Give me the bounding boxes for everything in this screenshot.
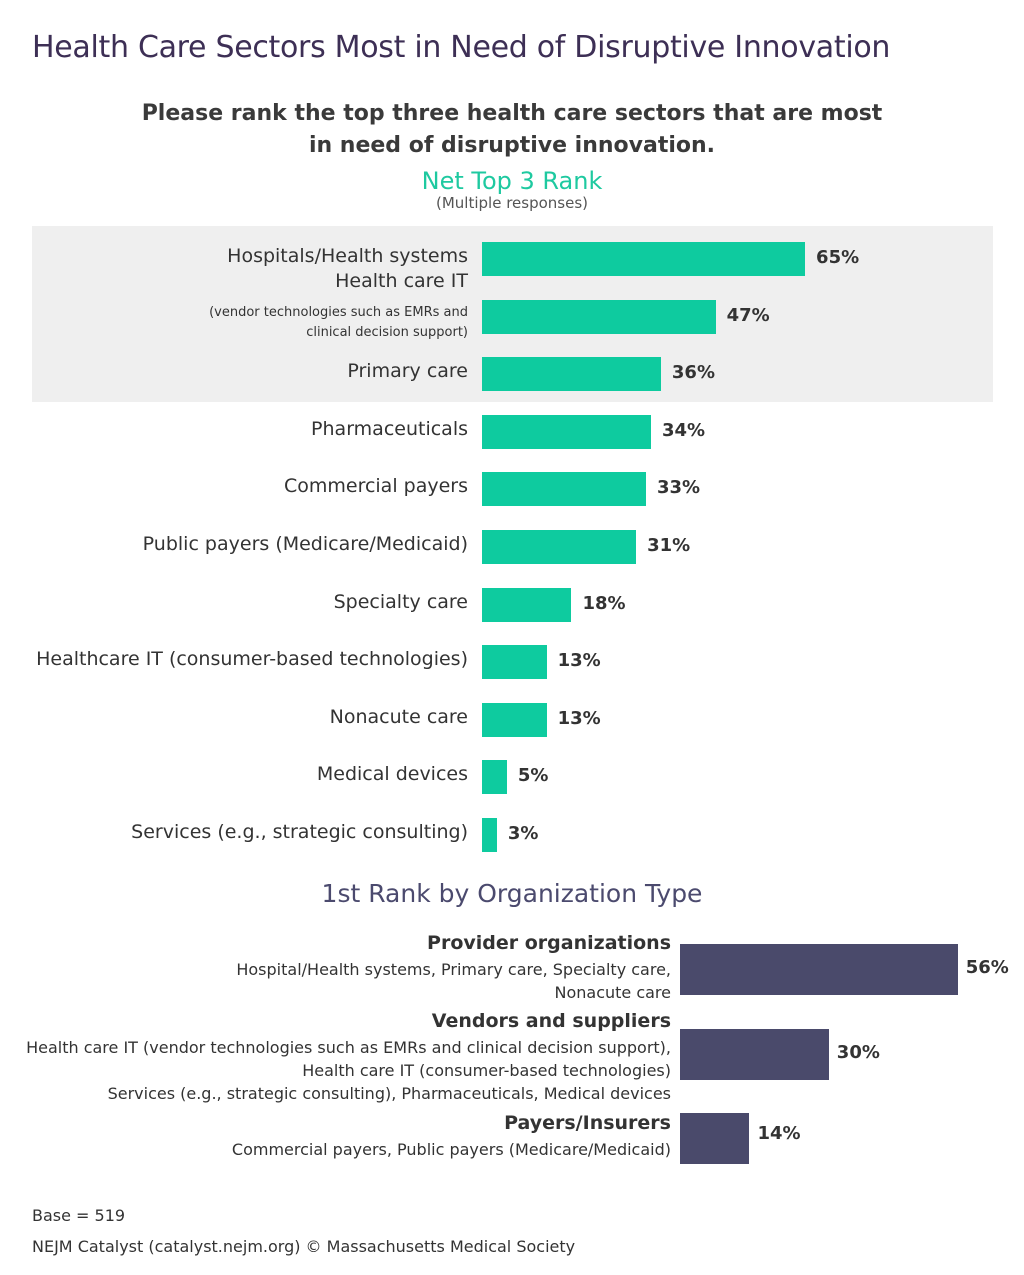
data-label: 18% xyxy=(582,592,626,614)
data-label: 36% xyxy=(671,362,715,384)
source-credit: NEJM Catalyst (catalyst.nejm.org) © Mass… xyxy=(32,1237,576,1256)
survey-question: Please rank the top three health care se… xyxy=(0,98,1024,162)
bar xyxy=(482,357,661,392)
org-type-description: Services (e.g., strategic consulting), P… xyxy=(107,1084,671,1103)
org-type-description: Hospital/Health systems, Primary care, S… xyxy=(236,960,671,979)
survey-question-line-2: in need of disruptive innovation. xyxy=(308,133,716,158)
data-label: 3% xyxy=(507,823,539,844)
bar xyxy=(482,472,646,507)
data-label: 33% xyxy=(657,477,701,499)
category-sublabel: (vendor technologies such as EMRs and xyxy=(209,304,468,320)
org-type-description: Health care IT (consumer-based technolog… xyxy=(302,1061,671,1080)
org-type-label: Payers/Insurers xyxy=(504,1112,671,1134)
bar xyxy=(482,587,572,622)
data-label: 14% xyxy=(757,1123,801,1144)
category-label: Healthcare IT (consumer-based technologi… xyxy=(36,648,468,671)
bar xyxy=(482,818,497,852)
bar xyxy=(482,242,806,276)
bar xyxy=(482,760,507,795)
org-type-description: Health care IT (vendor technologies such… xyxy=(26,1038,671,1057)
category-label: Public payers (Medicare/Medicaid) xyxy=(142,533,468,555)
chart-title: Health Care Sectors Most in Need of Disr… xyxy=(32,30,891,65)
category-label: Services (e.g., strategic consulting) xyxy=(131,821,468,843)
bar xyxy=(482,414,651,449)
bar xyxy=(680,944,958,995)
bar xyxy=(482,299,716,334)
org-type-description: Nonacute care xyxy=(554,983,671,1002)
org-type-label: Vendors and suppliers xyxy=(431,1010,671,1032)
category-label: Pharmaceuticals xyxy=(311,417,468,440)
data-label: 5% xyxy=(517,765,549,787)
category-label: Nonacute care xyxy=(329,705,468,728)
category-label: Health care IT xyxy=(335,269,468,292)
net-top3-heading: Net Top 3 Rank xyxy=(421,167,603,195)
category-label: Commercial payers xyxy=(283,475,468,498)
org-type-description: Commercial payers, Public payers (Medica… xyxy=(231,1140,671,1159)
category-label: Medical devices xyxy=(316,763,468,786)
org-type-heading: 1st Rank by Organization Type xyxy=(321,879,703,908)
data-label: 13% xyxy=(557,650,601,672)
multiple-responses-note: (Multiple responses) xyxy=(436,194,588,212)
category-label: Primary care xyxy=(347,360,468,383)
data-label: 13% xyxy=(557,707,601,729)
data-label: 31% xyxy=(647,535,691,556)
data-label: 47% xyxy=(726,304,770,326)
org-type-label: Provider organizations xyxy=(427,932,671,954)
base-note: Base = 519 xyxy=(32,1206,126,1225)
bar xyxy=(482,530,637,564)
survey-question-line-1: Please rank the top three health care se… xyxy=(141,101,883,126)
data-label: 34% xyxy=(661,419,706,441)
data-label: 30% xyxy=(836,1041,880,1063)
bar xyxy=(680,1029,829,1080)
category-label: Hospitals/Health systems xyxy=(227,245,468,267)
data-label: 65% xyxy=(816,247,860,268)
data-label: 56% xyxy=(965,956,1009,978)
category-sublabel: clinical decision support) xyxy=(306,324,468,340)
bar xyxy=(482,645,547,680)
bar xyxy=(482,702,547,737)
category-label: Specialty care xyxy=(333,590,468,613)
bar xyxy=(680,1113,750,1164)
